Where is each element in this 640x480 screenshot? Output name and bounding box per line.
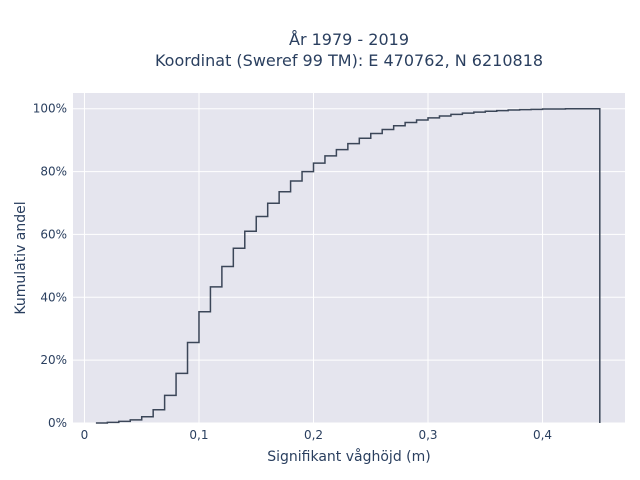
plot-area	[73, 93, 625, 423]
x-tick-label: 0	[81, 428, 89, 442]
y-tick-label: 60%	[40, 227, 67, 241]
y-tick-label: 80%	[40, 165, 67, 179]
x-tick-label: 0,2	[304, 428, 323, 442]
chart-title-line-1: År 1979 - 2019	[289, 30, 409, 49]
x-axis-ticks: 0 0,1 0,2 0,3 0,4	[81, 428, 552, 442]
x-axis-label: Signifikant våghöjd (m)	[267, 448, 430, 465]
y-axis-label: Kumulativ andel	[13, 201, 29, 314]
x-tick-label: 0,4	[533, 428, 552, 442]
y-tick-label: 100%	[33, 102, 67, 116]
x-tick-label: 0,1	[189, 428, 208, 442]
y-tick-label: 20%	[40, 353, 67, 367]
series-layer	[95, 107, 601, 424]
chart-title-line-2: Koordinat (Sweref 99 TM): E 470762, N 62…	[155, 51, 543, 70]
cdf-step-line	[95, 107, 601, 424]
x-tick-label: 0,3	[418, 428, 437, 442]
y-tick-label: 40%	[40, 290, 67, 304]
y-tick-label: 0%	[48, 416, 67, 430]
y-axis-ticks: 0% 20% 40% 60% 80% 100%	[33, 102, 67, 430]
